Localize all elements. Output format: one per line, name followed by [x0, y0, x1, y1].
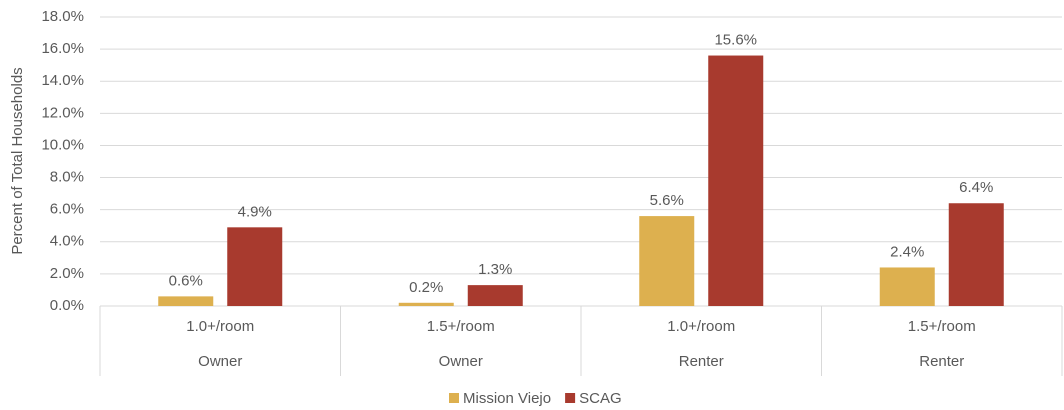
- legend-swatch: [449, 393, 459, 403]
- value-label: 0.6%: [169, 272, 203, 289]
- value-label: 1.3%: [478, 261, 512, 278]
- value-label: 4.9%: [238, 203, 272, 220]
- y-tick-label: 10.0%: [41, 136, 84, 153]
- x-tick-label: 1.0+/room: [667, 318, 735, 335]
- value-label: 6.4%: [959, 179, 993, 196]
- bar: [467, 285, 523, 306]
- y-tick-label: 8.0%: [50, 169, 84, 186]
- bar: [879, 267, 935, 306]
- y-tick-label: 18.0%: [41, 8, 84, 25]
- bar: [948, 203, 1004, 306]
- bar: [158, 296, 214, 306]
- legend-label: Mission Viejo: [463, 390, 551, 407]
- y-tick-label: 6.0%: [50, 201, 84, 218]
- bar: [227, 227, 283, 306]
- x-group-label: Owner: [439, 353, 483, 370]
- value-label: 15.6%: [714, 32, 757, 49]
- bar: [398, 302, 454, 306]
- x-tick-label: 1.5+/room: [908, 318, 976, 335]
- value-label: 0.2%: [409, 279, 443, 296]
- bar: [639, 216, 695, 306]
- y-tick-label: 4.0%: [50, 233, 84, 250]
- value-label: 2.4%: [890, 243, 924, 260]
- x-tick-label: 1.0+/room: [186, 318, 254, 335]
- legend-swatch: [565, 393, 576, 403]
- bar: [708, 55, 764, 307]
- legend-label: SCAG: [579, 390, 622, 407]
- x-group-label: Owner: [198, 353, 242, 370]
- x-group-label: Renter: [919, 353, 964, 370]
- y-tick-label: 0.0%: [50, 297, 84, 314]
- y-tick-label: 14.0%: [41, 72, 84, 89]
- y-axis-label: Percent of Total Households: [9, 67, 26, 254]
- x-tick-label: 1.5+/room: [427, 318, 495, 335]
- value-label: 5.6%: [650, 192, 684, 209]
- x-group-label: Renter: [679, 353, 724, 370]
- y-tick-label: 16.0%: [41, 40, 84, 57]
- y-tick-label: 12.0%: [41, 104, 84, 121]
- y-tick-label: 2.0%: [50, 265, 84, 282]
